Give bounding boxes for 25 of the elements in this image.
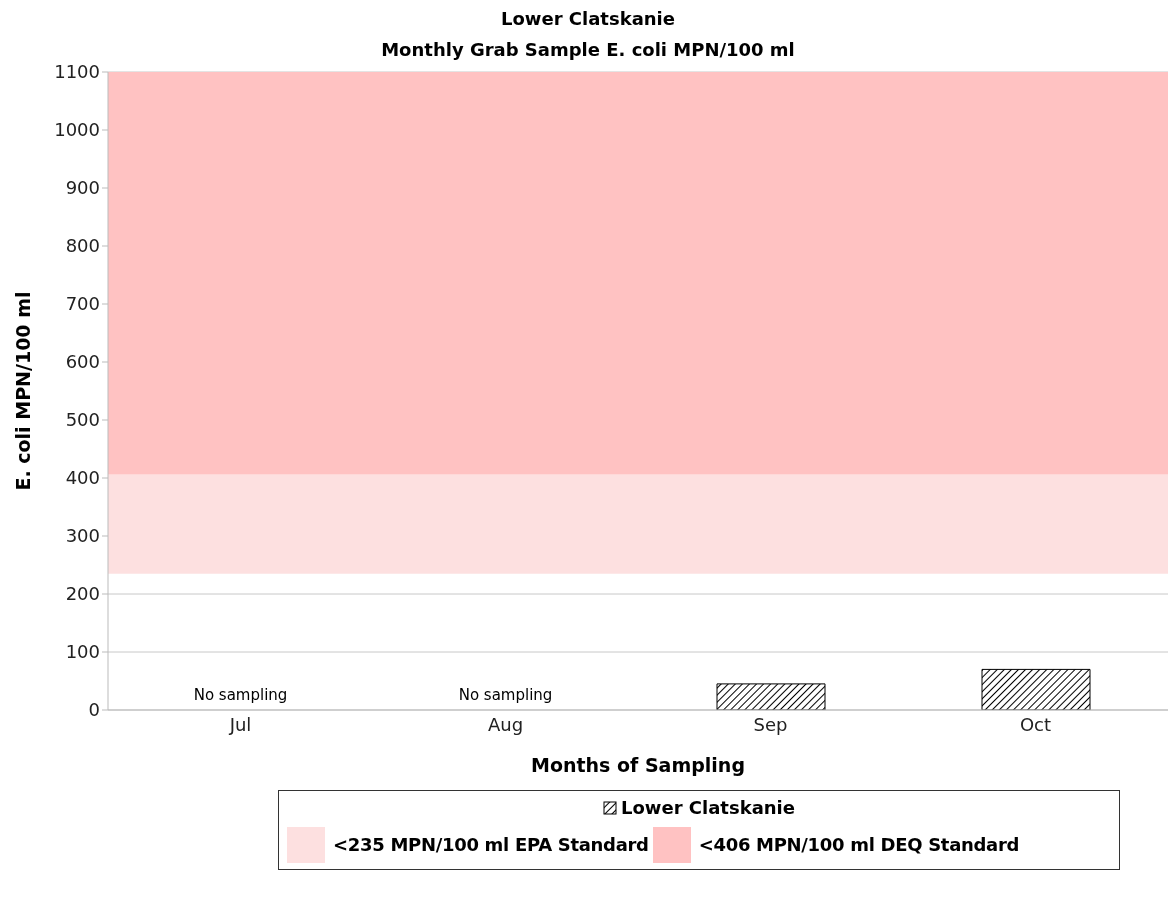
x-tick-label: Sep: [753, 713, 788, 735]
y-tick-label: 100: [65, 641, 100, 663]
x-tick-label: Jul: [228, 713, 252, 735]
y-tick-label: 1000: [54, 119, 100, 141]
chart-title: Lower Clatskanie: [500, 8, 676, 29]
y-tick-label: 700: [65, 293, 100, 315]
y-tick-label: 200: [65, 583, 100, 605]
y-tick-label: 800: [65, 235, 100, 257]
y-tick-label: 900: [65, 177, 100, 199]
chart-subtitle: Monthly Grab Sample E. coli MPN/100 ml: [380, 39, 796, 60]
y-tick-label: 300: [65, 525, 100, 547]
annotation: No sampling: [193, 686, 288, 704]
x-axis-title: Months of Sampling: [530, 754, 746, 776]
annotation: No sampling: [458, 686, 553, 704]
y-tick-label: 1100: [54, 61, 100, 83]
y-tick-label: 0: [88, 699, 100, 721]
y-tick-label: 600: [65, 351, 100, 373]
y-axis-title: E. coli MPN/100 ml: [11, 291, 34, 491]
legend-label: <406 MPN/100 ml DEQ Standard: [697, 833, 1020, 857]
x-tick-label: Aug: [487, 713, 524, 735]
legend-label: Lower Clatskanie: [620, 797, 795, 818]
x-tick-label: Oct: [1019, 713, 1052, 735]
y-tick-label: 400: [65, 467, 100, 489]
y-tick-label: 500: [65, 409, 100, 431]
legend-label: <235 MPN/100 ml EPA Standard: [332, 833, 649, 857]
